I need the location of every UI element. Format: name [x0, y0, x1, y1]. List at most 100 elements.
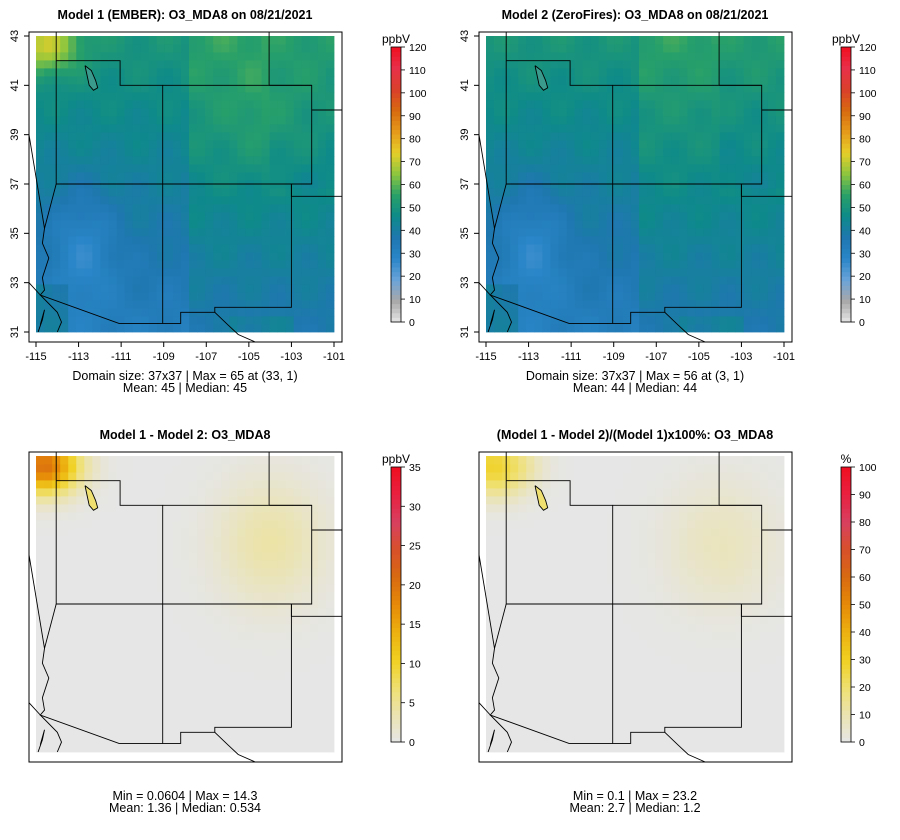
- heatmap-cell: [164, 100, 174, 109]
- heatmap-cell: [590, 84, 600, 93]
- heatmap-cell: [767, 664, 777, 673]
- heatmap-cell: [486, 140, 495, 149]
- heatmap-cell: [269, 456, 279, 465]
- heatmap-cell: [285, 324, 295, 333]
- heatmap-cell: [52, 244, 61, 253]
- heatmap-cell: [213, 720, 222, 729]
- heatmap-cell: [44, 568, 53, 577]
- heatmap-cell: [775, 324, 785, 333]
- heatmap-cell: [558, 100, 567, 109]
- heatmap-cell: [205, 672, 214, 681]
- heatmap-cell: [253, 584, 262, 593]
- heatmap-cell: [309, 544, 319, 553]
- heatmap-cell: [309, 52, 319, 61]
- heatmap-cell: [237, 244, 246, 253]
- heatmap-cell: [116, 60, 125, 69]
- heatmap-cell: [751, 664, 761, 673]
- heatmap-cell: [582, 316, 592, 325]
- heatmap-cell: [140, 552, 150, 561]
- heatmap-cell: [164, 108, 174, 117]
- heatmap-cell: [277, 672, 287, 681]
- heatmap-cell: [156, 92, 166, 101]
- heatmap-cell: [124, 132, 134, 141]
- heatmap-cell: [582, 720, 592, 729]
- heatmap-cell: [558, 164, 567, 173]
- heatmap-cell: [317, 316, 327, 325]
- heatmap-cell: [148, 672, 158, 681]
- heatmap-cell: [759, 324, 769, 333]
- heatmap-cell: [36, 268, 45, 277]
- heatmap-cell: [148, 220, 158, 229]
- heatmap-cell: [84, 132, 93, 141]
- heatmap-cell: [221, 728, 230, 737]
- heatmap-cell: [679, 244, 688, 253]
- heatmap-cell: [36, 36, 45, 45]
- heatmap-cell: [309, 244, 319, 253]
- heatmap-cell: [671, 164, 680, 173]
- heatmap-cell: [221, 664, 230, 673]
- heatmap-cell: [719, 172, 729, 181]
- heatmap-cell: [237, 100, 246, 109]
- heatmap-cell: [622, 720, 632, 729]
- heatmap-cell: [518, 188, 527, 197]
- heatmap-cell: [132, 252, 142, 261]
- heatmap-cell: [735, 252, 745, 261]
- heatmap-cell: [124, 196, 134, 205]
- heatmap-cell: [213, 560, 222, 569]
- heatmap-cell: [301, 472, 311, 481]
- heatmap-cell: [245, 84, 254, 93]
- heatmap-cell: [751, 36, 761, 45]
- heatmap-cell: [518, 36, 527, 45]
- heatmap-cell: [197, 156, 206, 165]
- heatmap-cell: [606, 76, 616, 85]
- heatmap-cell: [309, 308, 319, 317]
- heatmap-cell: [221, 584, 230, 593]
- heatmap-cell: [663, 140, 672, 149]
- heatmap-cell: [566, 244, 575, 253]
- colorbar-segment: [841, 143, 851, 149]
- heatmap-cell: [156, 504, 166, 513]
- heatmap-cell: [237, 688, 246, 697]
- heatmap-cell: [703, 164, 712, 173]
- heatmap-cell: [647, 172, 656, 181]
- heatmap-cell: [614, 44, 624, 53]
- heatmap-cell: [293, 268, 303, 277]
- heatmap-cell: [172, 720, 182, 729]
- heatmap-cell: [309, 744, 319, 753]
- heatmap-cell: [574, 60, 584, 69]
- heatmap-cell: [253, 512, 262, 521]
- heatmap-cell: [285, 680, 295, 689]
- heatmap-cell: [277, 92, 287, 101]
- heatmap-cell: [558, 284, 567, 293]
- heatmap-cell: [180, 560, 190, 569]
- heatmap-cell: [84, 260, 93, 269]
- heatmap-cell: [293, 544, 303, 553]
- heatmap-cell: [494, 720, 503, 729]
- heatmap-cell: [60, 36, 69, 45]
- heatmap-cell: [253, 744, 262, 753]
- heatmap-cell: [100, 172, 109, 181]
- heatmap-cell: [309, 76, 319, 85]
- heatmap-cell: [132, 688, 142, 697]
- heatmap-cell: [92, 252, 101, 261]
- heatmap-cell: [213, 324, 222, 333]
- heatmap-cell: [614, 212, 624, 221]
- heatmap-cell: [735, 276, 745, 285]
- heatmap-cell: [510, 140, 519, 149]
- colorbar-tick-label: 10: [409, 658, 421, 670]
- state-border: [478, 282, 491, 296]
- heatmap-cell: [719, 196, 729, 205]
- heatmap-cell: [687, 172, 696, 181]
- heatmap-cell: [76, 512, 85, 521]
- heatmap-cell: [510, 688, 519, 697]
- heatmap-cell: [229, 276, 238, 285]
- heatmap-cell: [189, 592, 198, 601]
- heatmap-cell: [205, 680, 214, 689]
- heatmap-cell: [679, 84, 688, 93]
- heatmap-cell: [116, 568, 125, 577]
- heatmap-cell: [229, 744, 238, 753]
- heatmap-cell: [759, 244, 769, 253]
- heatmap-cell: [767, 52, 777, 61]
